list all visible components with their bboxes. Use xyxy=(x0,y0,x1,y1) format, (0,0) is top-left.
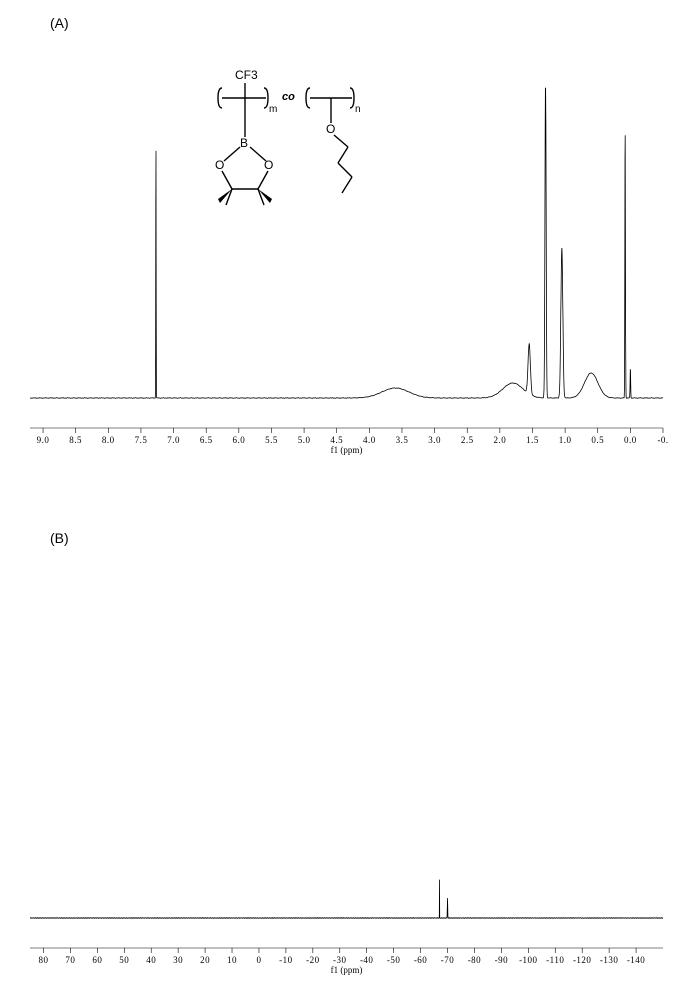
x-tick-label: 8.0 xyxy=(102,435,115,445)
spectrum-trace xyxy=(30,88,663,399)
x-tick-label: 9.0 xyxy=(37,435,50,445)
x-tick-label: 0.0 xyxy=(624,435,637,445)
x-tick-label: -140 xyxy=(627,955,646,965)
x-tick-label: -90 xyxy=(495,955,509,965)
x-tick-label: 5.0 xyxy=(298,435,311,445)
x-tick-label: 3.0 xyxy=(428,435,441,445)
x-tick-label: 80 xyxy=(38,955,48,965)
label-panel-a: (A) xyxy=(50,15,69,31)
x-tick-label: 3.5 xyxy=(396,435,409,445)
x-tick-label: -70 xyxy=(441,955,455,965)
x-axis-title: f1 (ppm) xyxy=(331,445,363,455)
x-tick-label: -100 xyxy=(519,955,538,965)
x-tick-label: -10 xyxy=(279,955,293,965)
x-tick-label: 8.5 xyxy=(69,435,82,445)
x-tick-label: 30 xyxy=(173,955,183,965)
x-tick-label: 4.0 xyxy=(363,435,376,445)
x-tick-label: 20 xyxy=(200,955,210,965)
x-tick-label: -40 xyxy=(360,955,374,965)
x-tick-label: 7.5 xyxy=(135,435,148,445)
x-tick-label: 0.5 xyxy=(591,435,604,445)
x-tick-label: 40 xyxy=(146,955,156,965)
x-tick-label: 7.0 xyxy=(167,435,180,445)
x-tick-label: 1.0 xyxy=(559,435,572,445)
spectrum-panel-b: 80 70 60 50 40 30 20 10 0 -10 -20 -30 -40 -50 -60 -70 -8… xyxy=(20,560,673,980)
x-tick-label: -50 xyxy=(387,955,401,965)
x-tick-label: 70 xyxy=(65,955,75,965)
x-axis-title: f1 (ppm) xyxy=(331,965,363,975)
spectrum-a-svg: 9.0 8.5 8.0 7.5 7.0 6.5 6.0 5.5 5.0 4.5 4.0 3.5 3.0 2… xyxy=(20,40,673,460)
x-tick-label: -110 xyxy=(546,955,564,965)
x-tick-label: 4.5 xyxy=(330,435,343,445)
x-tick-label: -80 xyxy=(468,955,482,965)
spectrum-b-svg: 80 70 60 50 40 30 20 10 0 -10 -20 -30 -40 -50 -60 -70 -8… xyxy=(20,560,673,980)
x-tick-label: 60 xyxy=(92,955,102,965)
x-tick-label: 6.0 xyxy=(232,435,245,445)
x-tick-label: 6.5 xyxy=(200,435,213,445)
x-tick-label: -120 xyxy=(573,955,592,965)
spectrum-panel-a: 9.0 8.5 8.0 7.5 7.0 6.5 6.0 5.5 5.0 4.5 4.0 3.5 3.0 2… xyxy=(20,40,673,460)
x-tick-label: -60 xyxy=(414,955,428,965)
x-tick-label: 2.0 xyxy=(493,435,506,445)
x-tick-label: -20 xyxy=(306,955,320,965)
x-tick-label: -130 xyxy=(600,955,619,965)
x-tick-label: 0 xyxy=(256,955,261,965)
x-tick-label: 5.5 xyxy=(265,435,278,445)
spectrum-trace xyxy=(30,880,663,919)
x-tick-label: 10 xyxy=(227,955,237,965)
x-tick-label: -30 xyxy=(333,955,347,965)
x-tick-label: -0. xyxy=(657,435,668,445)
label-panel-b: (B) xyxy=(50,530,69,546)
x-tick-label: 50 xyxy=(119,955,129,965)
x-tick-label: 2.5 xyxy=(461,435,474,445)
x-tick-label: 1.5 xyxy=(526,435,539,445)
